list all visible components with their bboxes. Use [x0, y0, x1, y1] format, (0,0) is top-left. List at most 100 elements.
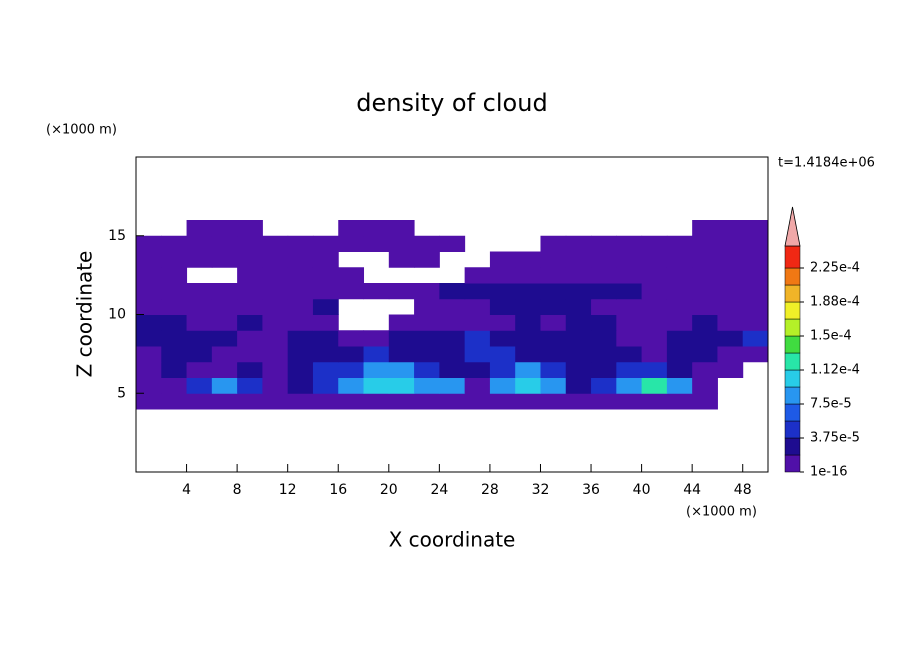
contour-cell — [489, 267, 516, 284]
contour-cell — [666, 314, 693, 331]
contour-cell — [692, 298, 718, 315]
contour-cell — [717, 298, 744, 315]
contour-cell — [312, 298, 339, 315]
x-tick-label: 40 — [633, 482, 651, 498]
contour-cell — [565, 298, 592, 315]
contour-cell — [363, 330, 390, 347]
contour-cell — [161, 298, 188, 315]
contour-cell — [287, 314, 314, 331]
contour-cell — [237, 361, 263, 378]
colorbar-band — [784, 335, 801, 354]
contour-cell — [414, 314, 440, 331]
colorbar-extend — [784, 206, 801, 247]
contour-cell — [464, 393, 491, 410]
contour-cell — [388, 346, 415, 363]
contour-cell — [287, 298, 314, 315]
contour-cell — [262, 393, 289, 410]
contour-cell — [186, 346, 213, 363]
contour-cell — [742, 298, 769, 315]
colorbar-band — [784, 403, 801, 422]
contour-cell — [742, 330, 769, 347]
contour-cell — [515, 251, 541, 268]
x-unit: (×1000 m) — [686, 505, 757, 520]
contour-cell — [211, 220, 238, 237]
contour-cell — [287, 346, 314, 363]
contour-cell — [136, 298, 162, 315]
contour-cell — [666, 235, 693, 252]
contour-cell — [287, 361, 314, 378]
contour-cell — [136, 330, 162, 347]
contour-cell — [186, 330, 213, 347]
contour-cell — [237, 346, 263, 363]
contour-cell — [717, 235, 744, 252]
contour-cell — [717, 361, 744, 378]
contour-cell — [262, 283, 289, 300]
colorbar-band — [784, 352, 801, 371]
contour-cell — [136, 267, 162, 284]
contour-cell — [161, 330, 188, 347]
contour-cell — [388, 377, 415, 394]
contour-cell — [489, 346, 516, 363]
contour-cell — [237, 393, 263, 410]
contour-cell — [464, 346, 491, 363]
contour-cell — [641, 283, 668, 300]
contour-cell — [591, 267, 617, 284]
contour-cell — [414, 235, 440, 252]
contour-cell — [742, 220, 769, 237]
x-tick-label: 32 — [532, 482, 550, 498]
contour-cell — [439, 330, 466, 347]
contour-cell — [565, 267, 592, 284]
contour-cell — [489, 393, 516, 410]
contour-cell — [136, 251, 162, 268]
contour-cell — [666, 267, 693, 284]
colorbar-tick-label: 2.25e-4 — [810, 261, 860, 276]
contour-cell — [388, 314, 415, 331]
contour-cell — [211, 361, 238, 378]
contour-cell — [692, 393, 718, 410]
contour-cell — [692, 283, 718, 300]
contour-cell — [742, 346, 769, 363]
contour-cell — [186, 393, 213, 410]
contour-cell — [186, 314, 213, 331]
contour-cell — [692, 346, 718, 363]
contour-cell — [515, 283, 541, 300]
contour-cell — [666, 361, 693, 378]
contour-cell — [414, 361, 440, 378]
contour-cell — [565, 330, 592, 347]
contour-cell — [515, 298, 541, 315]
contour-cell — [287, 330, 314, 347]
colorbar-band — [784, 369, 801, 388]
contour-cell — [489, 314, 516, 331]
contour-cell — [489, 251, 516, 268]
contour-cell — [161, 346, 188, 363]
contour-cell — [312, 346, 339, 363]
contour-cell — [161, 314, 188, 331]
colorbar-band — [784, 284, 801, 303]
contour-cell — [237, 298, 263, 315]
contour-cell — [515, 267, 541, 284]
contour-cell — [641, 346, 668, 363]
contour-cell — [136, 235, 162, 252]
contour-cell — [211, 235, 238, 252]
contour-cell — [717, 314, 744, 331]
contour-cell — [237, 235, 263, 252]
contour-cell — [262, 361, 289, 378]
contour-cell — [515, 314, 541, 331]
contour-cell — [666, 393, 693, 410]
contour-cell — [616, 361, 643, 378]
contour-cell — [464, 330, 491, 347]
contour-cell — [439, 361, 466, 378]
contour-cell — [515, 393, 541, 410]
contour-cell — [641, 235, 668, 252]
contour-cell — [161, 283, 188, 300]
contour-cell — [666, 298, 693, 315]
contour-cell — [439, 235, 466, 252]
contour-cell — [414, 283, 440, 300]
contour-cell — [692, 314, 718, 331]
contour-cell — [616, 235, 643, 252]
contour-cell — [388, 361, 415, 378]
contour-cell — [742, 283, 769, 300]
contour-cell — [363, 346, 390, 363]
contour-cell — [161, 377, 188, 394]
contour-cell — [489, 330, 516, 347]
